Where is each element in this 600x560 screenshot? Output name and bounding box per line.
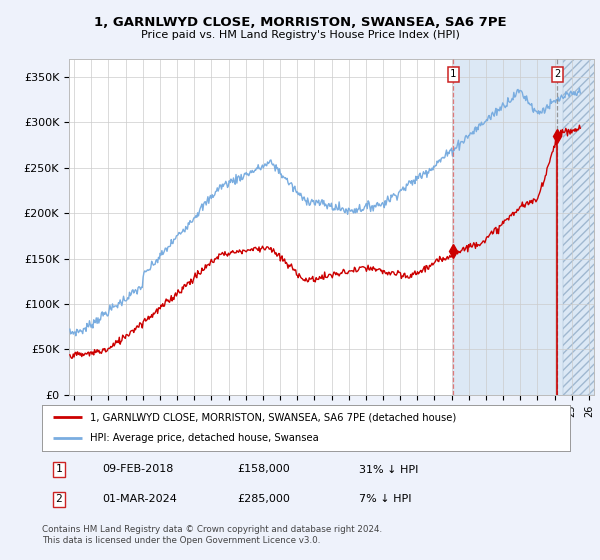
Text: HPI: Average price, detached house, Swansea: HPI: Average price, detached house, Swan… <box>89 433 318 444</box>
Text: 1, GARNLWYD CLOSE, MORRISTON, SWANSEA, SA6 7PE: 1, GARNLWYD CLOSE, MORRISTON, SWANSEA, S… <box>94 16 506 29</box>
Text: £158,000: £158,000 <box>238 464 290 474</box>
Bar <box>454 59 563 395</box>
Text: 7% ↓ HPI: 7% ↓ HPI <box>359 494 412 505</box>
Text: Price paid vs. HM Land Registry's House Price Index (HPI): Price paid vs. HM Land Registry's House … <box>140 30 460 40</box>
Text: 1, GARNLWYD CLOSE, MORRISTON, SWANSEA, SA6 7PE (detached house): 1, GARNLWYD CLOSE, MORRISTON, SWANSEA, S… <box>89 412 456 422</box>
Bar <box>563 59 600 395</box>
Text: 01-MAR-2024: 01-MAR-2024 <box>103 494 178 505</box>
Text: 1: 1 <box>56 464 62 474</box>
Text: 1: 1 <box>450 69 457 79</box>
Text: £285,000: £285,000 <box>238 494 290 505</box>
Text: 2: 2 <box>56 494 62 505</box>
Text: 09-FEB-2018: 09-FEB-2018 <box>103 464 174 474</box>
Text: 31% ↓ HPI: 31% ↓ HPI <box>359 464 418 474</box>
Bar <box>563 59 600 395</box>
Text: 2: 2 <box>554 69 560 79</box>
Text: Contains HM Land Registry data © Crown copyright and database right 2024.
This d: Contains HM Land Registry data © Crown c… <box>42 525 382 545</box>
